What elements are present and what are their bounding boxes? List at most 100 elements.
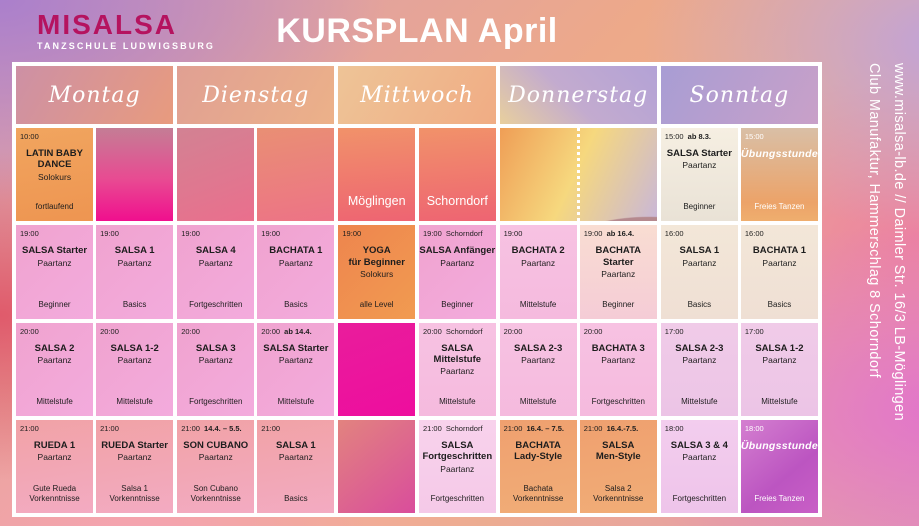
schedule-cell: 16:00 SALSA 1 Paartanz Basics 16:00 BACHATA 1… (660, 225, 818, 319)
course-time-value: 20:00 (100, 326, 119, 336)
cell-divider (93, 419, 97, 513)
course-format: Paartanz (521, 354, 556, 365)
course-time-value: 20:00 (583, 326, 603, 336)
course-title: SALSA Men-Style (595, 439, 641, 463)
cell-divider (254, 128, 258, 222)
course-title: SALSA 1-2 (110, 342, 159, 354)
schedule-cell (177, 128, 335, 222)
course-title: BACHATA Starter (595, 245, 642, 268)
course-time: 21:00 Schorndorf (419, 420, 483, 433)
course-level: Basics (767, 299, 792, 309)
course-title: SALSA Mittelstufe (433, 342, 482, 365)
course-level: Beginner (683, 202, 716, 212)
course-slot: 20:00 Schorndorf SALSA Mittelstufe Paartan… (419, 322, 496, 416)
address-line-club: Club Manufaktur, Hammerschlag 8 Schorndo… (866, 63, 882, 378)
course-time-value: 21:00 (261, 423, 281, 433)
course-slot: 20:00 SALSA 2 Paartanz Mittelstufe (16, 322, 94, 416)
course-level: Freies Tanzen (754, 494, 805, 503)
schedule-cell: 21:00 RUEDA 1 Paartanz Gute Rueda Vorkenntn… (16, 419, 174, 513)
course-time: 20:00 ab 14.4. (257, 323, 311, 336)
course-slot: 10:00 LATIN BABY DANCE Solokurs fortlaufend (16, 128, 94, 222)
course-level: Bachata Vorkenntnisse (513, 484, 564, 503)
course-level: Mittelstufe (439, 396, 476, 406)
course-level: Basics (687, 299, 712, 309)
course-level: Mittelstufe (36, 396, 73, 406)
course-title: SALSA 2-3 (514, 342, 563, 354)
course-time: 21:00 (16, 420, 39, 433)
course-slot: 15:00 ab 8.3. SALSA Starter Paartanz Beginn… (660, 128, 738, 222)
course-format: Paartanz (682, 160, 717, 171)
course-time-value: 18:00 (664, 423, 684, 433)
course-time-value: 21:00 (503, 423, 523, 433)
course-format: Paartanz (762, 354, 797, 365)
course-title: Übungsstunde (740, 148, 818, 160)
course-time-value: 19:00 (181, 229, 200, 239)
course-time-value: 20:00 (20, 326, 39, 336)
course-title: BACHATA Lady-Style (514, 439, 563, 463)
course-level: Freies Tanzen (754, 202, 805, 212)
course-time: 19:00 (96, 225, 119, 238)
course-time-value: 21:00 (100, 423, 119, 433)
schedule-cell: 20:00 Schorndorf SALSA Mittelstufe Paartan… (338, 322, 496, 416)
course-time-value: 19:00 (20, 229, 39, 239)
course-title: SALSA Starter (666, 148, 732, 159)
course-slot: 15:00 Übungsstunde Freies Tanzen (740, 128, 818, 222)
empty-slot (500, 128, 577, 221)
course-level: Son Cubano Vorkenntnisse (190, 484, 241, 503)
course-time-value: 20:00 (423, 326, 442, 336)
course-format: Paartanz (682, 354, 717, 365)
course-title: BACHATA 1 (269, 245, 323, 257)
course-time: 21:00 16.4. – 7.5. (500, 420, 564, 433)
course-level: Mittelstufe (681, 396, 718, 406)
day-header-montag: Montag (16, 66, 174, 124)
course-time-note: Schorndorf (443, 229, 483, 239)
course-level: alle Level (359, 299, 394, 309)
course-time-note: Schorndorf (443, 326, 483, 336)
course-title: SALSA Starter (21, 245, 88, 257)
course-title: BACHATA 1 (752, 245, 806, 257)
course-time-value: 19:00 (100, 229, 119, 239)
course-level: Fortgeschritten (430, 494, 484, 503)
course-time-value: 19:00 (503, 229, 523, 239)
schedule-cell: 17:00 SALSA 2-3 Paartanz Mittelstufe 17:00 SA… (660, 322, 818, 416)
cell-divider (415, 225, 419, 319)
logo-brand: MISALSA (37, 9, 177, 40)
address-line-web: www.misalsa-lb.de // Daimler Str. 16/3 L… (891, 63, 907, 422)
course-time: 20:00 (177, 323, 200, 336)
course-time: 20:00 (96, 323, 119, 336)
course-title: SALSA 3 (195, 342, 236, 354)
course-time: 19:00 (177, 225, 200, 238)
course-format: Paartanz (198, 257, 233, 268)
course-time: 21:00 16.4.-7.5. (580, 420, 639, 433)
course-slot: 20:00 ab 14.4. SALSA Starter Paartanz Mitte… (257, 322, 335, 416)
course-title: SALSA 2 (34, 342, 75, 354)
cell-divider (254, 225, 258, 319)
course-time-value: 16:00 (664, 229, 684, 239)
location-slot: Möglingen (338, 128, 415, 222)
course-slot: 20:00 SALSA 1-2 Paartanz Mittelstufe (96, 322, 174, 416)
course-time: 21:00 (257, 420, 280, 433)
course-format: Paartanz (440, 366, 475, 377)
course-time: 19:00 (338, 225, 361, 238)
course-time: 19:00 (500, 225, 523, 238)
course-slot: 21:00 16.4.-7.5. SALSA Men-Style Salsa 2 V… (579, 419, 657, 513)
course-time: 21:00 14.4. – 5.5. (177, 420, 241, 433)
course-slot: 21:00 SALSA 1 Paartanz Basics (257, 419, 335, 513)
course-level: Fortgeschritten (591, 396, 645, 406)
schedule-cell: 19:00 SALSA 4 Paartanz Fortgeschritten 19:00… (177, 225, 335, 319)
course-level: Beginner (441, 299, 474, 309)
schedule-cell: 15:00 ab 8.3. SALSA Starter Paartanz Beginn… (660, 128, 818, 222)
course-slot: 18:00 SALSA 3 & 4 Paartanz Fortgeschritten (660, 419, 738, 513)
course-time-value: 20:00 (261, 326, 281, 336)
course-time-value: 17:00 (744, 326, 764, 336)
empty-slot (338, 322, 415, 416)
course-slot: 19:00 Schorndorf SALSA Anfänger Paartanz Be… (419, 225, 496, 319)
empty-slot (96, 128, 174, 222)
course-slot: 21:00 16.4. – 7.5. BACHATA Lady-Style Bach… (499, 419, 577, 513)
logo-tagline: TANZSCHULE LUDWIGSBURG (37, 41, 216, 51)
course-level: fortlaufend (35, 202, 74, 212)
schedule-cell: 10:00 LATIN BABY DANCE Solokurs fortlaufend (16, 128, 174, 222)
course-time: 21:00 (96, 420, 119, 433)
course-slot: 16:00 BACHATA 1 Paartanz Basics (740, 225, 818, 319)
